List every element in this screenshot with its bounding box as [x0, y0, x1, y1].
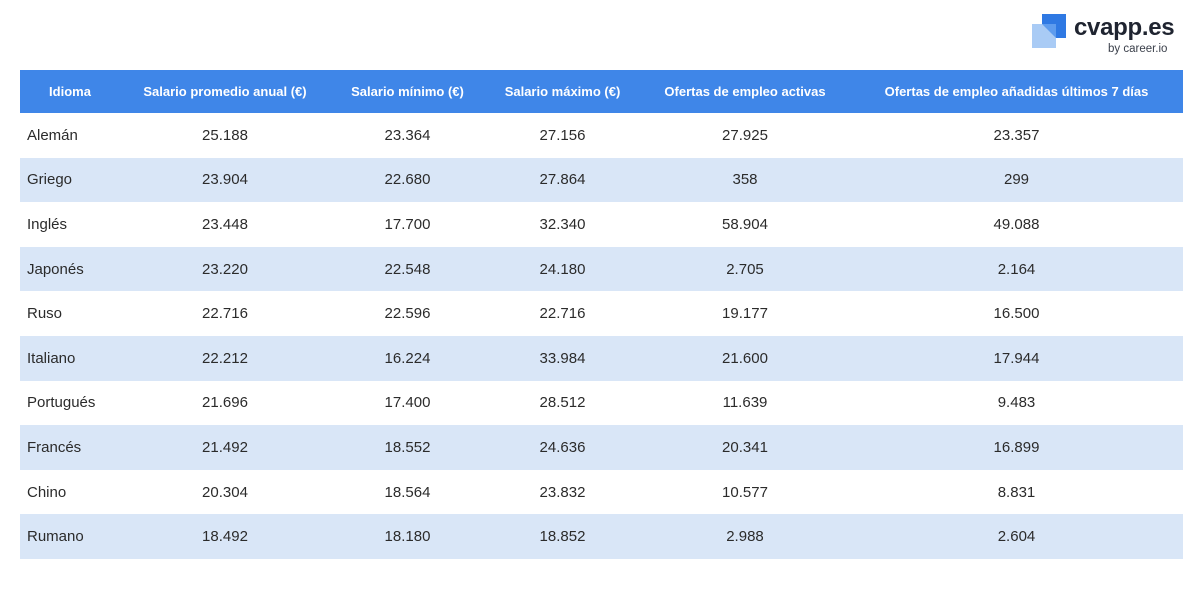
cell-new-offers: 16.899: [850, 425, 1183, 470]
cell-active-offers: 11.639: [640, 380, 850, 426]
column-header-max-salary: Salario máximo (€): [485, 70, 640, 113]
salary-table-container: Idioma Salario promedio anual (€) Salari…: [20, 70, 1183, 559]
cell-max-salary: 24.636: [485, 425, 640, 470]
cell-language: Inglés: [20, 202, 120, 247]
cell-avg-salary: 22.716: [120, 291, 330, 336]
cell-new-offers: 49.088: [850, 202, 1183, 247]
brand-name: cvapp.es: [1074, 14, 1175, 41]
brand-logo: cvapp.es by career.io: [1032, 12, 1182, 60]
table-row: Ruso 22.716 22.596 22.716 19.177 16.500: [20, 291, 1183, 336]
cell-max-salary: 27.156: [485, 113, 640, 158]
cell-avg-salary: 18.492: [120, 514, 330, 559]
table-row: Inglés 23.448 17.700 32.340 58.904 49.088: [20, 202, 1183, 247]
cell-max-salary: 28.512: [485, 380, 640, 426]
cell-active-offers: 21.600: [640, 335, 850, 381]
table-row: Portugués 21.696 17.400 28.512 11.639 9.483: [20, 380, 1183, 426]
cell-active-offers: 19.177: [640, 291, 850, 336]
cell-avg-salary: 22.212: [120, 335, 330, 381]
column-header-language: Idioma: [20, 70, 120, 113]
column-header-active-offers: Ofertas de empleo activas: [640, 70, 850, 113]
cell-max-salary: 33.984: [485, 335, 640, 381]
cell-active-offers: 58.904: [640, 202, 850, 247]
table-row: Rumano 18.492 18.180 18.852 2.988 2.604: [20, 514, 1183, 559]
cell-language: Ruso: [20, 291, 120, 336]
cell-active-offers: 2.705: [640, 246, 850, 292]
cell-avg-salary: 23.448: [120, 202, 330, 247]
column-header-new-offers: Ofertas de empleo añadidas últimos 7 día…: [850, 70, 1183, 113]
cell-language: Rumano: [20, 514, 120, 559]
cell-avg-salary: 21.696: [120, 380, 330, 426]
cell-active-offers: 27.925: [640, 113, 850, 158]
cell-max-salary: 22.716: [485, 291, 640, 336]
salary-table: Idioma Salario promedio anual (€) Salari…: [20, 70, 1183, 559]
cell-new-offers: 2.164: [850, 246, 1183, 292]
cell-max-salary: 18.852: [485, 514, 640, 559]
cell-language: Portugués: [20, 380, 120, 426]
cell-max-salary: 27.864: [485, 157, 640, 203]
cell-language: Griego: [20, 157, 120, 203]
cell-min-salary: 18.180: [330, 514, 485, 559]
cell-active-offers: 2.988: [640, 514, 850, 559]
table-row: Chino 20.304 18.564 23.832 10.577 8.831: [20, 469, 1183, 515]
table-row: Francés 21.492 18.552 24.636 20.341 16.899: [20, 425, 1183, 470]
cell-new-offers: 23.357: [850, 113, 1183, 158]
cell-new-offers: 299: [850, 157, 1183, 203]
table-row: Italiano 22.212 16.224 33.984 21.600 17.944: [20, 335, 1183, 381]
cell-language: Alemán: [20, 113, 120, 158]
header-row: Idioma Salario promedio anual (€) Salari…: [20, 70, 1183, 113]
cell-avg-salary: 23.220: [120, 246, 330, 292]
cell-min-salary: 17.700: [330, 202, 485, 247]
cell-min-salary: 17.400: [330, 380, 485, 426]
table-row: Griego 23.904 22.680 27.864 358 299: [20, 157, 1183, 203]
cell-new-offers: 16.500: [850, 291, 1183, 336]
cell-min-salary: 22.680: [330, 157, 485, 203]
cell-min-salary: 18.564: [330, 469, 485, 515]
cvapp-logo-icon: [1032, 14, 1066, 48]
cell-avg-salary: 25.188: [120, 113, 330, 158]
table-header: Idioma Salario promedio anual (€) Salari…: [20, 70, 1183, 113]
cell-max-salary: 23.832: [485, 469, 640, 515]
cell-avg-salary: 21.492: [120, 425, 330, 470]
cell-new-offers: 8.831: [850, 469, 1183, 515]
cell-new-offers: 17.944: [850, 335, 1183, 381]
brand-tagline: by career.io: [1108, 43, 1168, 55]
cell-min-salary: 18.552: [330, 425, 485, 470]
cell-min-salary: 23.364: [330, 113, 485, 158]
cell-language: Japonés: [20, 246, 120, 292]
cell-min-salary: 22.548: [330, 246, 485, 292]
cell-max-salary: 32.340: [485, 202, 640, 247]
cell-avg-salary: 20.304: [120, 469, 330, 515]
cell-new-offers: 2.604: [850, 514, 1183, 559]
cell-new-offers: 9.483: [850, 380, 1183, 426]
column-header-min-salary: Salario mínimo (€): [330, 70, 485, 113]
table-body: Alemán 25.188 23.364 27.156 27.925 23.357 Grie…: [20, 113, 1183, 559]
cell-min-salary: 22.596: [330, 291, 485, 336]
cell-active-offers: 10.577: [640, 469, 850, 515]
table-row: Alemán 25.188 23.364 27.156 27.925 23.357: [20, 113, 1183, 158]
cell-active-offers: 358: [640, 157, 850, 203]
cell-language: Chino: [20, 469, 120, 515]
cell-language: Italiano: [20, 335, 120, 381]
table-row: Japonés 23.220 22.548 24.180 2.705 2.164: [20, 246, 1183, 292]
cell-language: Francés: [20, 425, 120, 470]
cell-min-salary: 16.224: [330, 335, 485, 381]
cell-active-offers: 20.341: [640, 425, 850, 470]
cell-max-salary: 24.180: [485, 246, 640, 292]
cell-avg-salary: 23.904: [120, 157, 330, 203]
column-header-avg-salary: Salario promedio anual (€): [120, 70, 330, 113]
